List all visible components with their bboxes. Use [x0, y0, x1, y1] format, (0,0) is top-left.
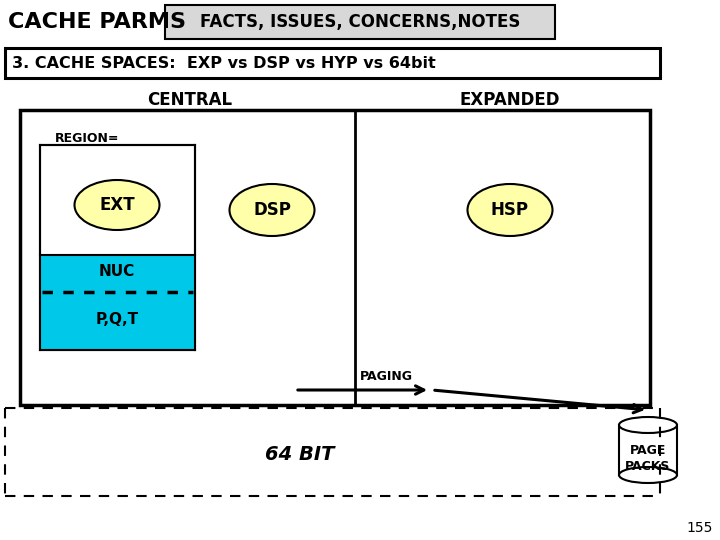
Text: EXPANDED: EXPANDED	[460, 91, 560, 109]
Text: 155: 155	[687, 521, 714, 535]
Text: P,Q,T: P,Q,T	[96, 313, 138, 327]
Text: EXT: EXT	[99, 196, 135, 214]
Text: 64 BIT: 64 BIT	[265, 446, 335, 464]
Text: HSP: HSP	[491, 201, 529, 219]
Ellipse shape	[467, 184, 552, 236]
Text: FACTS, ISSUES, CONCERNS,NOTES: FACTS, ISSUES, CONCERNS,NOTES	[200, 13, 520, 31]
Bar	[40, 145, 195, 350]
Ellipse shape	[619, 417, 677, 433]
Bar	[5, 48, 660, 78]
Bar	[165, 5, 555, 39]
Text: NUC: NUC	[99, 265, 135, 280]
Text: CACHE PARMS: CACHE PARMS	[8, 12, 186, 32]
Text: CENTRAL: CENTRAL	[148, 91, 233, 109]
Text: PAGE
PACKS: PAGE PACKS	[625, 443, 671, 472]
Text: DSP: DSP	[253, 201, 291, 219]
Text: PAGING: PAGING	[360, 370, 413, 383]
Bar	[20, 110, 650, 405]
Text: REGION=: REGION=	[55, 132, 120, 145]
Ellipse shape	[619, 467, 677, 483]
Ellipse shape	[74, 180, 160, 230]
Bar	[619, 425, 677, 475]
Ellipse shape	[230, 184, 315, 236]
Text: 3. CACHE SPACES:  EXP vs DSP vs HYP vs 64bit: 3. CACHE SPACES: EXP vs DSP vs HYP vs 64…	[12, 57, 436, 71]
Bar	[40, 255, 195, 350]
